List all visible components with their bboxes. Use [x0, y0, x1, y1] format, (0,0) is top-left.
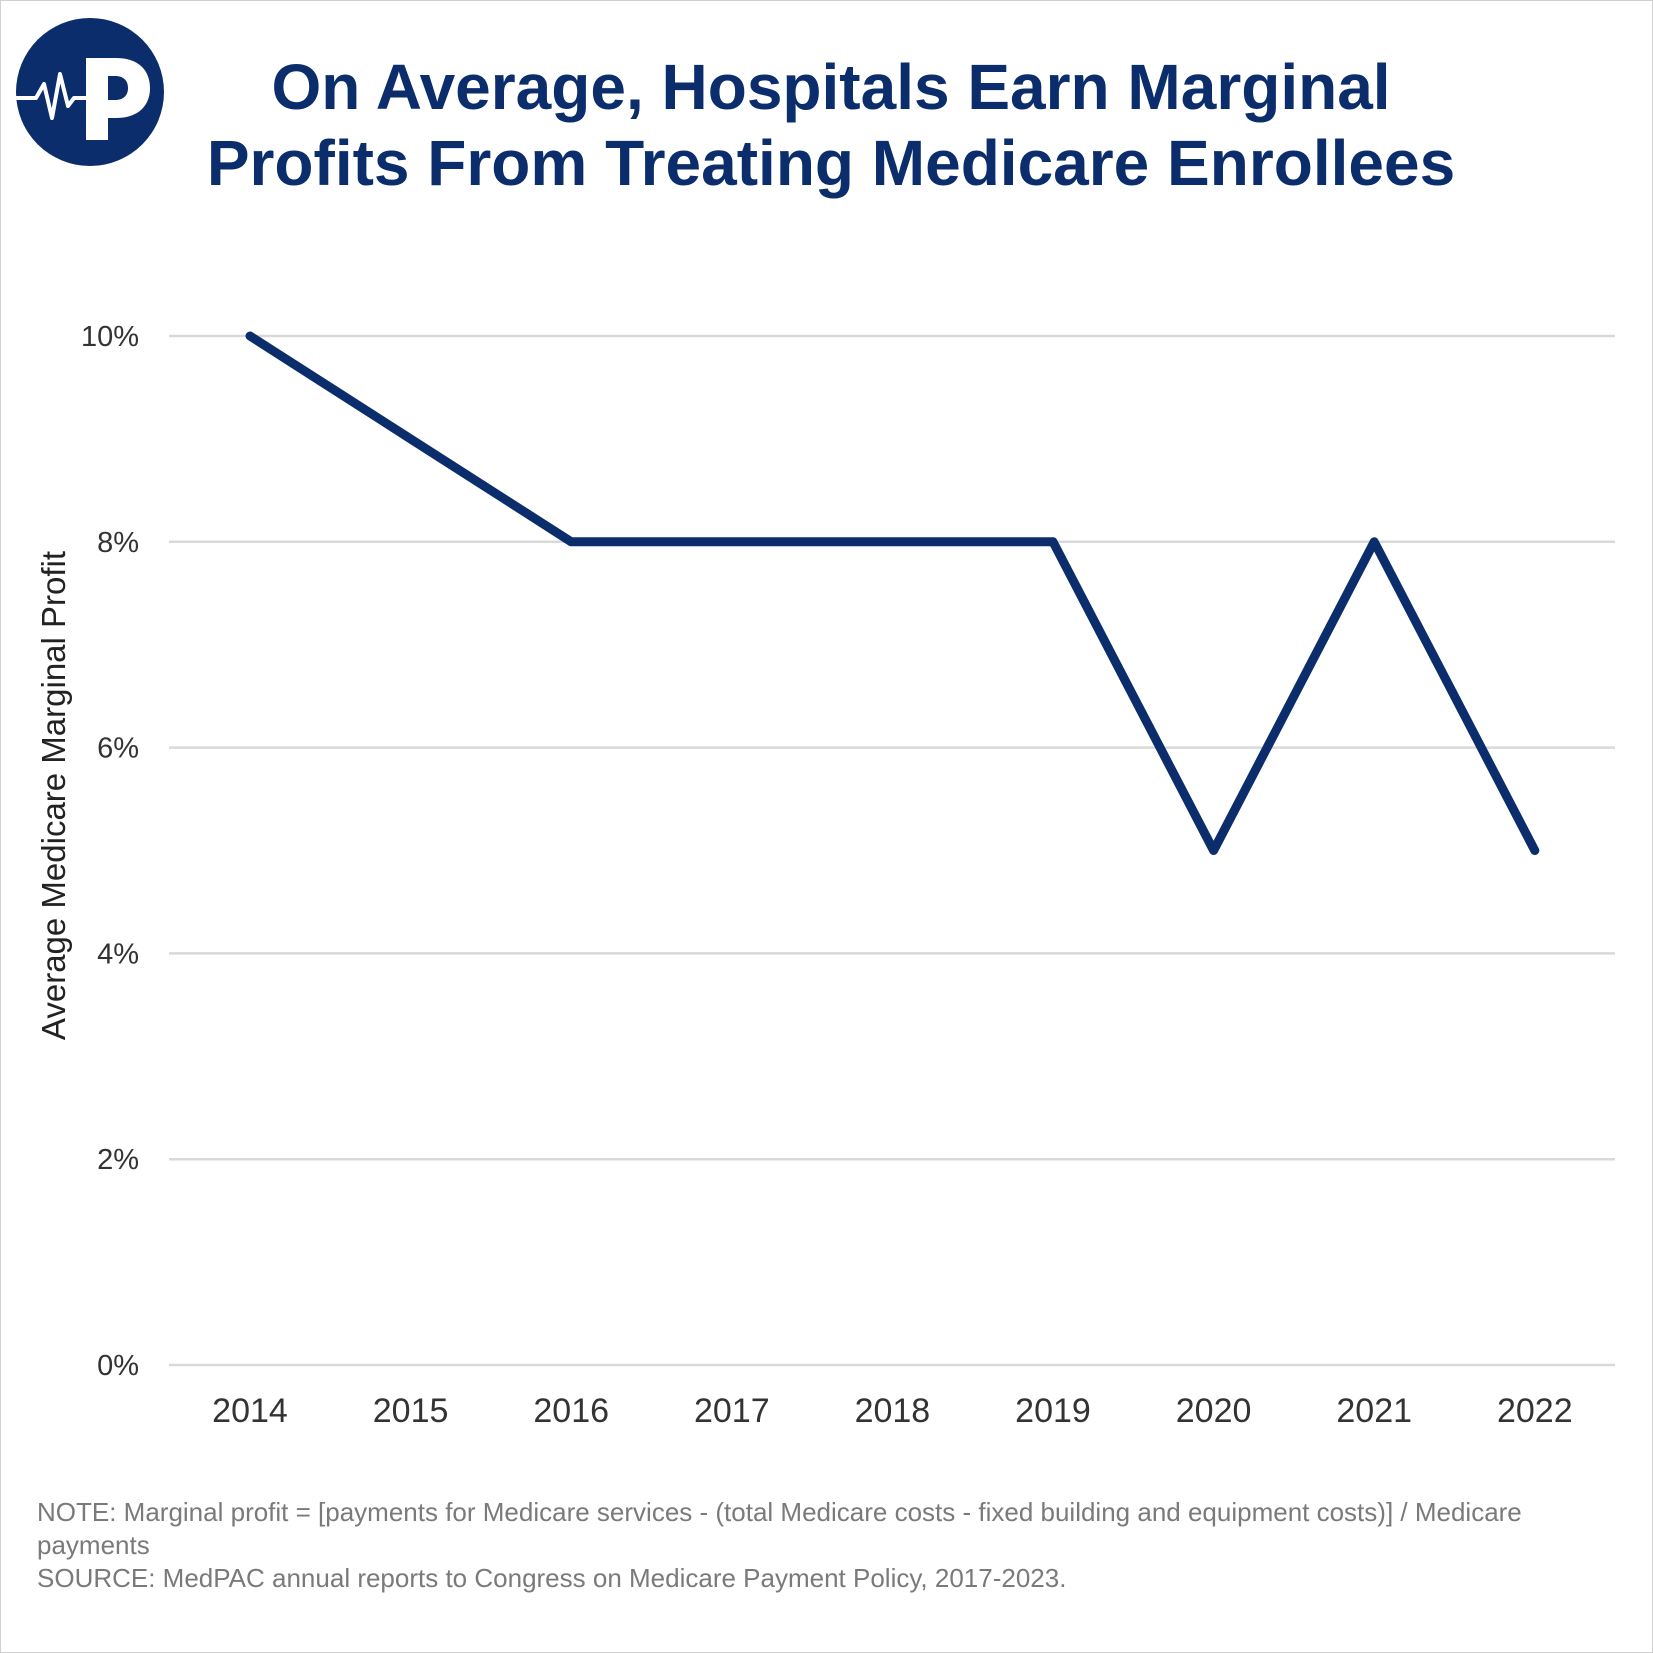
y-tick-label: 0%: [97, 1350, 139, 1382]
line-chart: 0%2%4%6%8%10% 2014 2015 2016 2017 2018 2019 20…: [35, 321, 1615, 1430]
chart-title: On Average, Hospitals Earn Marginal Prof…: [171, 49, 1491, 201]
y-tick-label: 8%: [97, 527, 139, 559]
x-tick-label: 2014: [212, 1392, 288, 1430]
x-tick-label: 2019: [1015, 1392, 1091, 1430]
y-tick-label: 10%: [81, 321, 139, 353]
y-axis-label: Average Medicare Marginal Profit: [35, 551, 72, 1040]
x-axis-ticks: 2014 2015 2016 2017 2018 2019 2020 2021 2022: [212, 1392, 1572, 1430]
x-tick-label: 2020: [1176, 1392, 1252, 1430]
y-axis-ticks: 0% 2% 4% 6% 8% 10%: [81, 321, 139, 1382]
chart-title-line-2: Profits From Treating Medicare Enrollees: [206, 127, 1456, 199]
y-tick-label: 6%: [97, 733, 139, 765]
grid-lines: [169, 334, 1615, 1367]
chart-title-line-1: On Average, Hospitals Earn Marginal: [271, 51, 1391, 123]
x-tick-label: 2015: [373, 1392, 449, 1430]
x-tick-label: 2017: [694, 1392, 770, 1430]
x-tick-label: 2022: [1497, 1392, 1573, 1430]
y-tick-label: 4%: [97, 938, 139, 970]
source-text: SOURCE: MedPAC annual reports to Congres…: [37, 1563, 1067, 1593]
y-tick-label: 2%: [97, 1144, 139, 1176]
note-text: NOTE: Marginal profit = [payments for Me…: [37, 1497, 1522, 1560]
heartbeat-p-logo-icon: [16, 18, 164, 166]
x-tick-label: 2018: [855, 1392, 931, 1430]
series: [245, 331, 1540, 855]
footnotes: NOTE: Marginal profit = [payments for Me…: [37, 1496, 1617, 1595]
x-tick-label: 2016: [533, 1392, 609, 1430]
x-tick-label: 2021: [1336, 1392, 1412, 1430]
series-line: [245, 331, 1540, 855]
